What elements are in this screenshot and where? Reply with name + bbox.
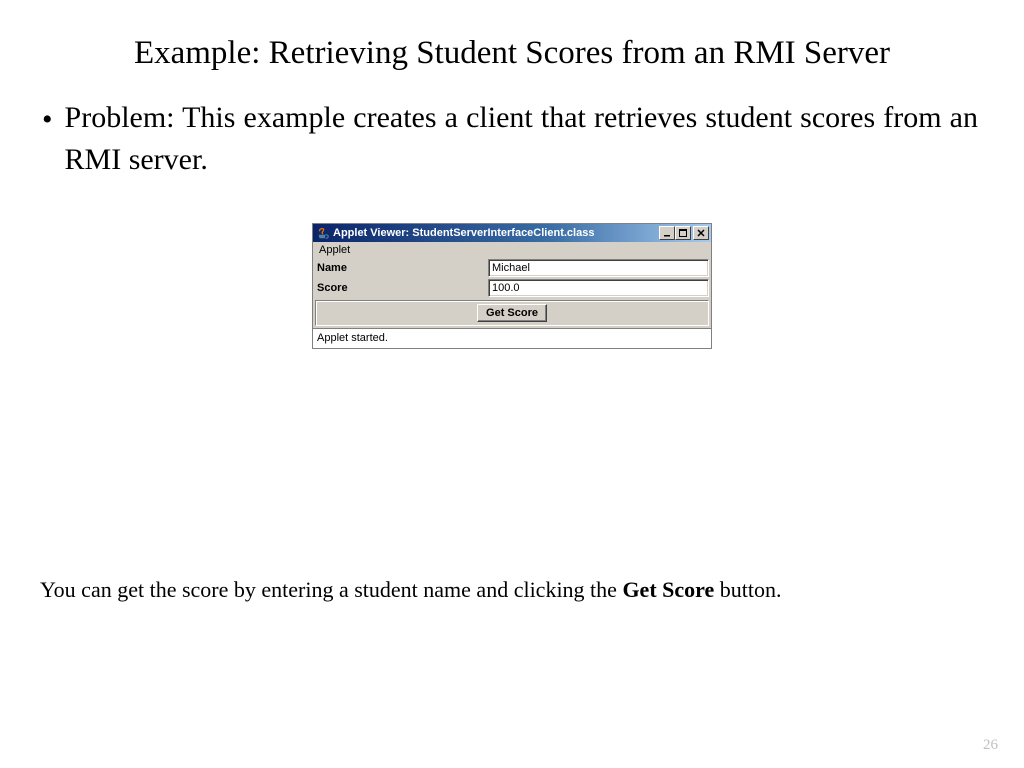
get-score-button[interactable]: Get Score xyxy=(477,304,547,322)
applet-container: Applet Viewer: StudentServerInterfaceCli… xyxy=(40,223,984,349)
applet-window: Applet Viewer: StudentServerInterfaceCli… xyxy=(312,223,712,349)
score-label: Score xyxy=(313,282,488,294)
menu-applet[interactable]: Applet xyxy=(319,244,350,256)
titlebar: Applet Viewer: StudentServerInterfaceCli… xyxy=(313,224,711,242)
name-label: Name xyxy=(313,262,488,274)
name-input[interactable] xyxy=(488,259,709,277)
problem-text: Problem: This example creates a client t… xyxy=(65,97,984,181)
caption-before: You can get the score by entering a stud… xyxy=(40,577,622,602)
row-score: Score xyxy=(313,278,711,298)
slide-title: Example: Retrieving Student Scores from … xyxy=(60,28,964,79)
caption-bold: Get Score xyxy=(622,577,714,602)
row-name: Name xyxy=(313,258,711,278)
slide: Example: Retrieving Student Scores from … xyxy=(0,0,1024,768)
button-row: Get Score xyxy=(315,300,709,326)
form-area: Name Score Get Score xyxy=(313,258,711,326)
bullet-item: • Problem: This example creates a client… xyxy=(42,97,984,181)
minimize-button[interactable] xyxy=(659,226,675,240)
bullet-marker: • xyxy=(42,99,53,141)
score-input[interactable] xyxy=(488,279,709,297)
java-cup-icon xyxy=(316,226,330,240)
page-number: 26 xyxy=(983,737,998,754)
menu-bar: Applet xyxy=(313,242,711,258)
status-bar: Applet started. xyxy=(313,328,711,348)
caption-after: button. xyxy=(714,577,781,602)
maximize-button[interactable] xyxy=(675,226,691,240)
caption-text: You can get the score by entering a stud… xyxy=(40,574,976,606)
window-buttons xyxy=(659,226,709,240)
close-button[interactable] xyxy=(693,226,709,240)
titlebar-text: Applet Viewer: StudentServerInterfaceCli… xyxy=(333,227,659,239)
